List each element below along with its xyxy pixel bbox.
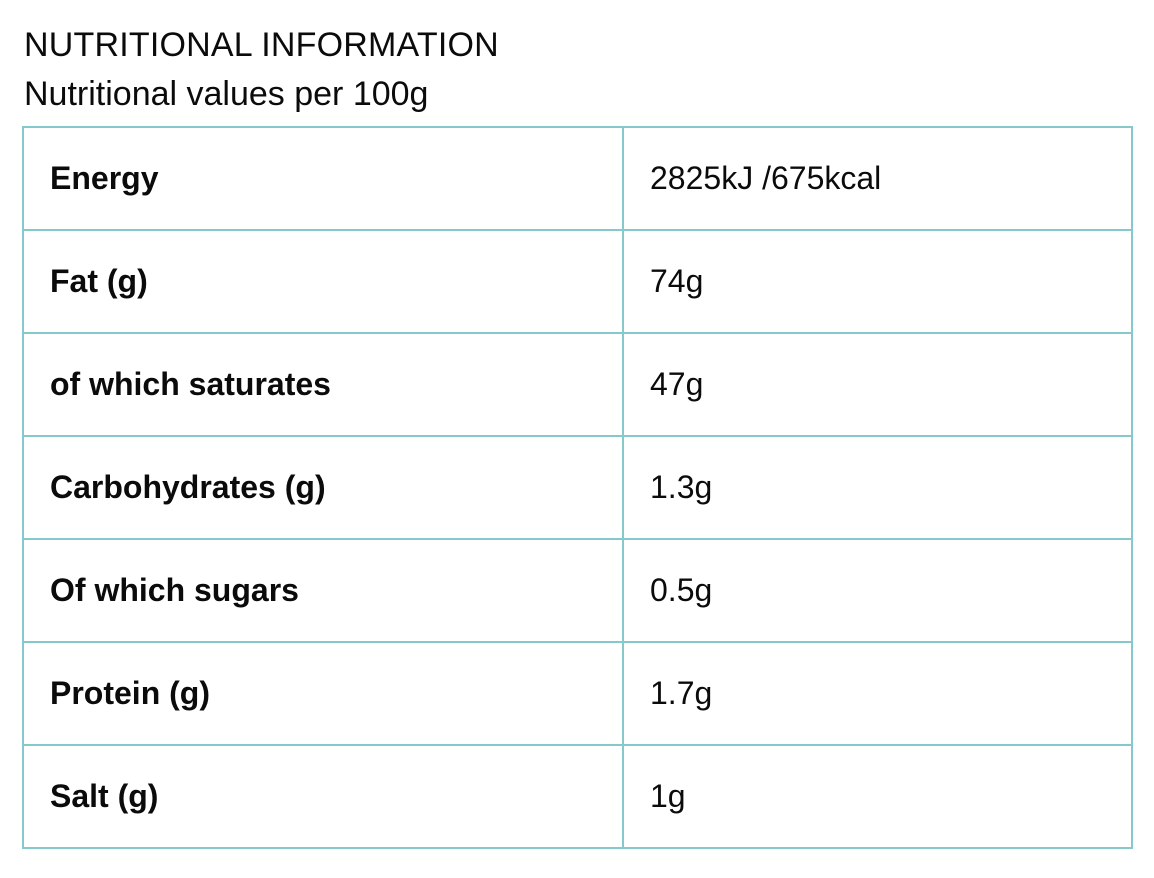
nutrition-table: Energy 2825kJ /675kcal Fat (g) 74g of wh… bbox=[22, 126, 1133, 850]
nutrient-value: 1g bbox=[622, 744, 1133, 850]
table-row: Fat (g) 74g bbox=[22, 229, 1133, 335]
table-row: Carbohydrates (g) 1.3g bbox=[22, 435, 1133, 541]
nutrient-value: 74g bbox=[622, 229, 1133, 335]
page-subtitle: Nutritional values per 100g bbox=[24, 75, 429, 114]
nutrient-value: 47g bbox=[622, 332, 1133, 438]
nutrition-page: NUTRITIONAL INFORMATION Nutritional valu… bbox=[22, 26, 1133, 850]
nutrient-value: 1.7g bbox=[622, 641, 1133, 747]
nutrient-value: 0.5g bbox=[622, 538, 1133, 644]
nutrient-label: Of which sugars bbox=[22, 538, 624, 644]
table-row: Of which sugars 0.5g bbox=[22, 538, 1133, 644]
table-row: Energy 2825kJ /675kcal bbox=[22, 126, 1133, 232]
nutrient-label: Fat (g) bbox=[22, 229, 624, 335]
table-row: Salt (g) 1g bbox=[22, 744, 1133, 850]
table-row: Protein (g) 1.7g bbox=[22, 641, 1133, 747]
nutrition-table-body: Energy 2825kJ /675kcal Fat (g) 74g of wh… bbox=[22, 126, 1133, 850]
nutrient-label: Carbohydrates (g) bbox=[22, 435, 624, 541]
table-row: of which saturates 47g bbox=[22, 332, 1133, 438]
nutrient-value: 2825kJ /675kcal bbox=[622, 126, 1133, 232]
nutrient-value: 1.3g bbox=[622, 435, 1133, 541]
nutrient-label: of which saturates bbox=[22, 332, 624, 438]
nutrient-label: Protein (g) bbox=[22, 641, 624, 747]
nutrient-label: Energy bbox=[22, 126, 624, 232]
page-title: NUTRITIONAL INFORMATION bbox=[24, 26, 499, 64]
nutrient-label: Salt (g) bbox=[22, 744, 624, 850]
